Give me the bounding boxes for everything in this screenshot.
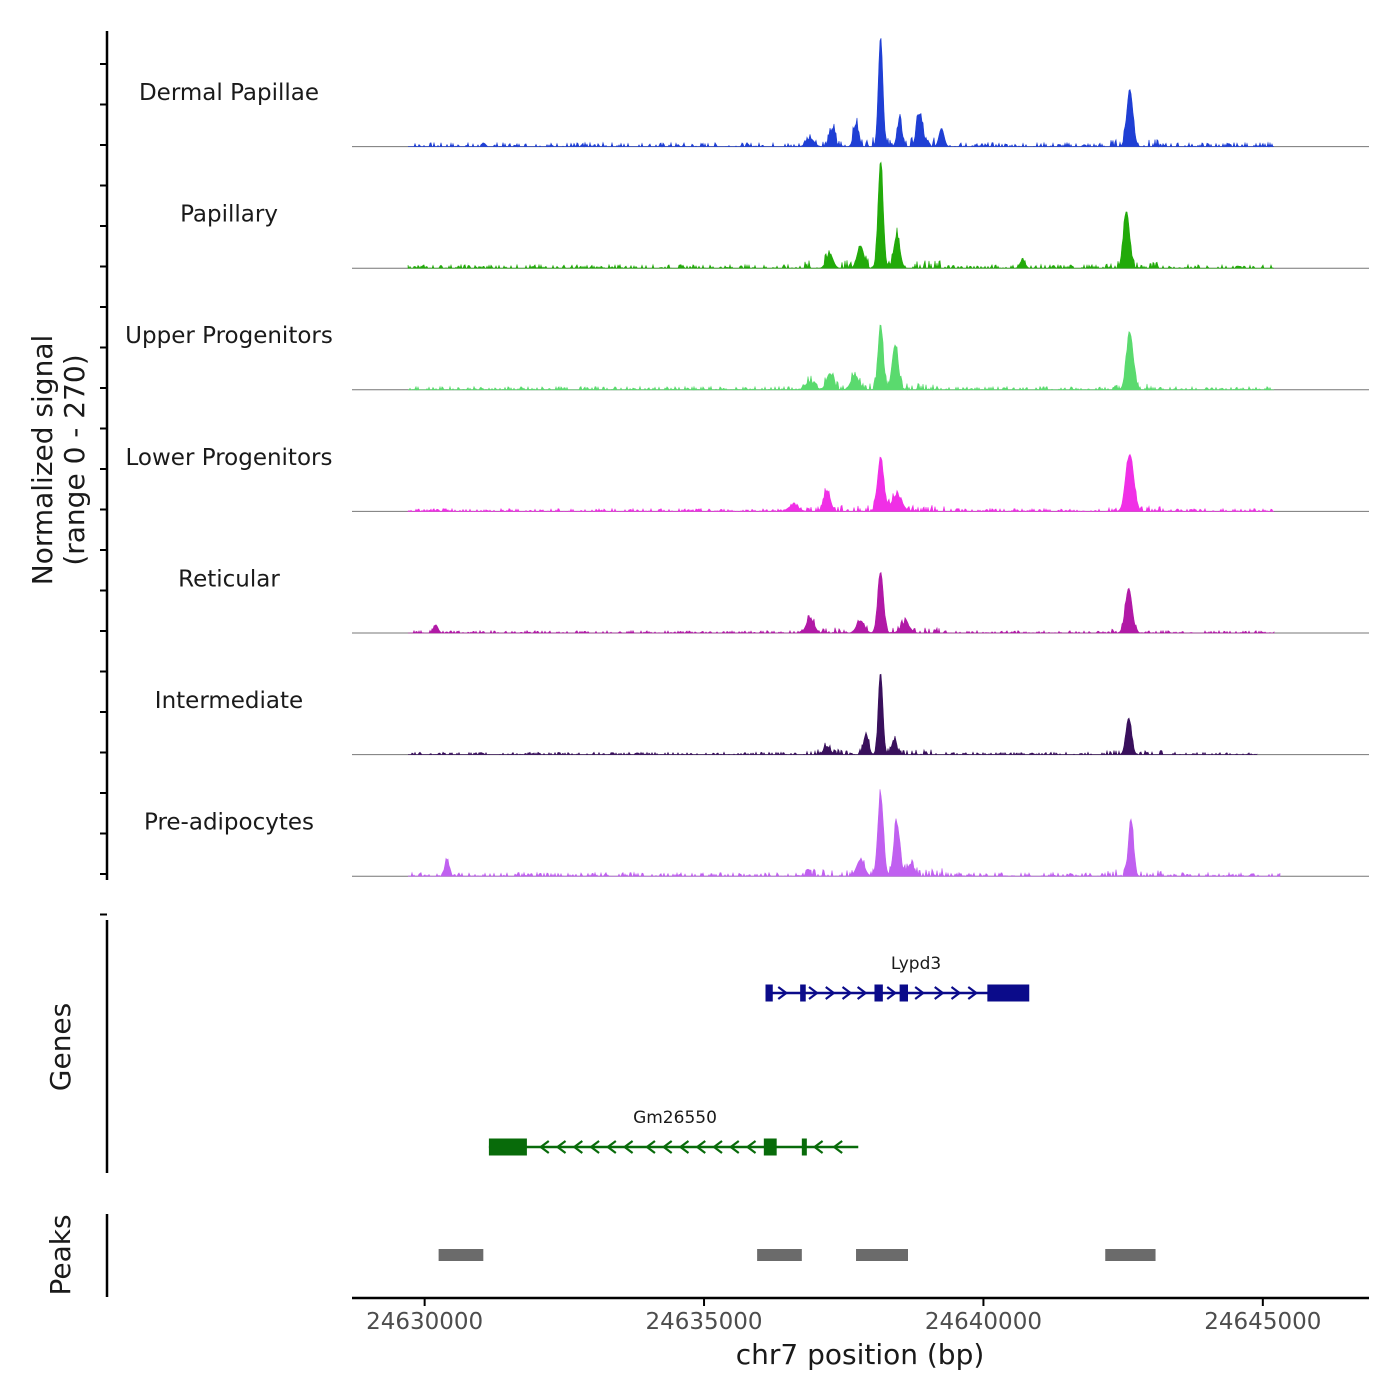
gene-strand-arrow bbox=[645, 1140, 656, 1154]
gene-strand-arrow bbox=[812, 1140, 824, 1154]
track-label: Dermal Papillae bbox=[139, 80, 319, 106]
peaks-panel-label: Peaks bbox=[44, 1214, 77, 1295]
gene-strand-arrow bbox=[950, 986, 962, 1000]
track-papillary: Papillary bbox=[180, 161, 1369, 270]
track-label: Lower Progenitors bbox=[126, 445, 333, 471]
coverage-area bbox=[407, 38, 1274, 148]
coverage-panel: Dermal Papillae Papillary Upper Progenitor… bbox=[100, 31, 1369, 916]
coverage-area bbox=[408, 324, 1274, 391]
gene-lypd3: Lypd3 bbox=[765, 954, 1030, 1002]
y-axis-title-line1: Normalized signal bbox=[26, 335, 59, 586]
gene-strand-arrow bbox=[606, 1140, 617, 1154]
track-label: Reticular bbox=[178, 566, 280, 592]
track-dermal-papillae: Dermal Papillae bbox=[139, 38, 1369, 148]
track-label: Intermediate bbox=[155, 688, 303, 714]
gene-strand-arrow bbox=[661, 1140, 673, 1154]
genes-panel-label: Genes bbox=[44, 1003, 77, 1091]
track-lower-progenitors: Lower Progenitors bbox=[126, 445, 1369, 513]
track-intermediate: Intermediate bbox=[155, 673, 1369, 756]
gene-exon bbox=[874, 984, 883, 1002]
gene-strand-arrow bbox=[808, 986, 819, 1000]
gene-strand-arrow bbox=[678, 1140, 690, 1154]
gene-strand-arrow bbox=[728, 1140, 740, 1154]
y-axis-title-line2: (range 0 - 270) bbox=[58, 354, 91, 565]
track-reticular: Reticular bbox=[178, 566, 1369, 634]
gene-strand-arrow bbox=[622, 1140, 634, 1154]
gene-strand-arrow bbox=[695, 1140, 706, 1154]
x-tick-label: 24645000 bbox=[1204, 1309, 1321, 1335]
peak-region bbox=[856, 1249, 908, 1261]
coverage-area bbox=[407, 161, 1274, 270]
gene-exon bbox=[488, 1138, 527, 1156]
gene-strand-arrow bbox=[745, 1140, 757, 1154]
gene-strand-arrow bbox=[832, 1140, 843, 1154]
gene-strand-arrow bbox=[841, 986, 853, 1000]
x-tick-label: 24640000 bbox=[925, 1309, 1042, 1335]
gene-strand-arrow bbox=[886, 986, 898, 1000]
coverage-area bbox=[408, 673, 1258, 756]
gene-strand-arrow bbox=[572, 1140, 583, 1154]
x-axis-title: chr7 position (bp) bbox=[736, 1338, 985, 1371]
track-label: Upper Progenitors bbox=[125, 323, 333, 349]
track-upper-progenitors: Upper Progenitors bbox=[125, 323, 1369, 391]
gene-exon bbox=[987, 984, 1030, 1002]
gene-strand-arrow bbox=[856, 986, 868, 1000]
gene-strand-arrow bbox=[589, 1140, 600, 1154]
gene-strand-arrow bbox=[914, 986, 926, 1000]
gene-strand-arrow bbox=[777, 986, 789, 1000]
gene-strand-arrow bbox=[712, 1140, 723, 1154]
gene-strand-arrow bbox=[934, 986, 945, 1000]
coverage-area bbox=[408, 571, 1275, 634]
gene-exon bbox=[763, 1138, 777, 1156]
gene-strand-arrow bbox=[825, 986, 836, 1000]
x-tick-label: 24630000 bbox=[366, 1309, 483, 1335]
coverage-area bbox=[407, 453, 1274, 513]
gene-exon bbox=[899, 984, 908, 1002]
gene-label: Lypd3 bbox=[891, 954, 941, 974]
gene-strand-arrow bbox=[967, 986, 979, 1000]
peak-region bbox=[1105, 1249, 1156, 1261]
gene-strand-arrow bbox=[538, 1140, 550, 1154]
x-axis-ticks: 24630000 24635000 24640000 24645000 bbox=[366, 1298, 1321, 1335]
gene-strand-arrow bbox=[555, 1140, 567, 1154]
track-label: Pre-adipocytes bbox=[144, 810, 314, 836]
gene-exon bbox=[800, 984, 806, 1002]
x-tick-label: 24635000 bbox=[645, 1309, 762, 1335]
peak-region bbox=[438, 1249, 484, 1261]
peaks-panel bbox=[438, 1249, 1156, 1261]
peak-region bbox=[757, 1249, 802, 1261]
gene-label: Gm26550 bbox=[633, 1108, 717, 1128]
track-label: Papillary bbox=[180, 202, 278, 228]
gene-exon bbox=[801, 1138, 807, 1156]
coverage-area bbox=[407, 789, 1281, 878]
genes-panel: Lypd3 Gm26550 bbox=[488, 954, 1030, 1156]
gene-exon bbox=[765, 984, 773, 1002]
track-pre-adipocytes: Pre-adipocytes bbox=[144, 789, 1369, 878]
gene-gm26550: Gm26550 bbox=[488, 1108, 859, 1156]
